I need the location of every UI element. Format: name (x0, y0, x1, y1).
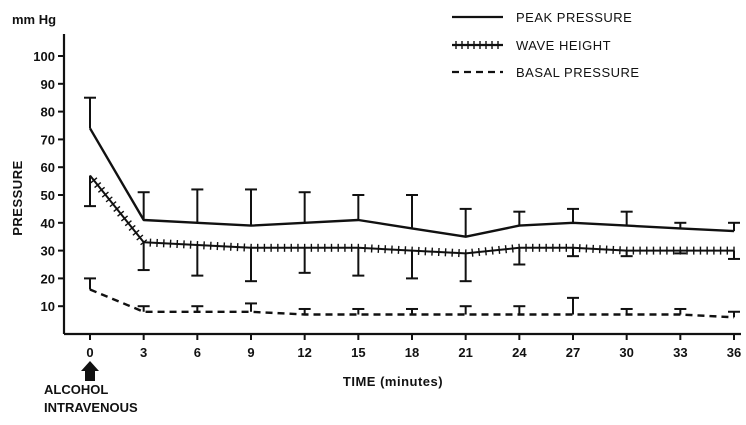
legend-item-basal-pressure: BASAL PRESSURE (452, 65, 640, 80)
legend-item-wave-height: WAVE HEIGHT (452, 38, 611, 53)
series-cross-tick (484, 247, 487, 256)
series-cross-tick (124, 220, 132, 227)
x-tick-label: 9 (247, 345, 254, 360)
y-tick-label: 100 (33, 49, 55, 64)
series-cross-tick (128, 224, 136, 232)
x-tick-label: 27 (566, 345, 580, 360)
x-tick-label: 24 (512, 345, 527, 360)
series-cross-tick (504, 245, 508, 254)
y-tick-label: 70 (41, 132, 55, 147)
series-wave-height (84, 174, 740, 283)
y-axis-title: PRESSURE (10, 160, 25, 236)
x-tick-label: 18 (405, 345, 419, 360)
y-tick-label: 10 (41, 299, 55, 314)
series-group (84, 96, 740, 319)
x-tick-label: 30 (619, 345, 633, 360)
y-tick-label: 20 (41, 271, 55, 286)
alcohol-arrow-icon (81, 361, 99, 381)
series-cross-tick (117, 210, 125, 217)
y-tick-label: 60 (41, 160, 55, 175)
series-cross-tick (477, 247, 481, 257)
series-cross-tick (105, 196, 113, 203)
legend-label: WAVE HEIGHT (516, 38, 611, 53)
series-cross-tick (491, 246, 494, 255)
x-tick-label: 15 (351, 345, 365, 360)
series-cross-tick (136, 234, 144, 241)
x-tick-label: 3 (140, 345, 147, 360)
x-tick-label: 12 (297, 345, 311, 360)
y-tick-label: 30 (41, 244, 55, 259)
y-unit-label: mm Hg (12, 12, 56, 27)
x-tick-label: 21 (458, 345, 472, 360)
series-cross-tick (132, 229, 140, 236)
legend: PEAK PRESSURE WAVE HEIGHT BASAL PRESSURE (452, 10, 640, 80)
series-cross-tick (109, 201, 117, 208)
x-axis-title: TIME (minutes) (343, 374, 443, 389)
annotation-line-2: INTRAVENOUS (44, 400, 138, 415)
labels-group: mm Hg PRESSURE TIME (minutes) ALCOHOL IN… (10, 12, 443, 415)
x-tick-label: 0 (86, 345, 93, 360)
series-cross-tick (113, 205, 121, 212)
x-tick-label: 6 (194, 345, 201, 360)
series-cross-tick (90, 177, 98, 184)
series-cross-tick (94, 182, 102, 189)
x-tick-label: 36 (727, 345, 741, 360)
series-cross-tick (471, 248, 474, 257)
series-cross-tick (120, 215, 129, 222)
legend-item-peak-pressure: PEAK PRESSURE (452, 10, 632, 25)
legend-label: BASAL PRESSURE (516, 65, 640, 80)
y-tick-label: 90 (41, 77, 55, 92)
series-cross-tick (97, 186, 106, 193)
series-cross-tick (511, 244, 514, 253)
series-peak-pressure (84, 96, 740, 238)
series-cross-tick (101, 191, 109, 198)
x-tick-label: 33 (673, 345, 687, 360)
annotation-line-1: ALCOHOL (44, 382, 108, 397)
legend-label: PEAK PRESSURE (516, 10, 632, 25)
series-cross-tick (498, 245, 501, 254)
y-tick-label: 80 (41, 105, 55, 120)
series-basal-pressure (84, 277, 740, 319)
y-tick-label: 40 (41, 216, 55, 231)
y-tick-label: 50 (41, 188, 55, 203)
